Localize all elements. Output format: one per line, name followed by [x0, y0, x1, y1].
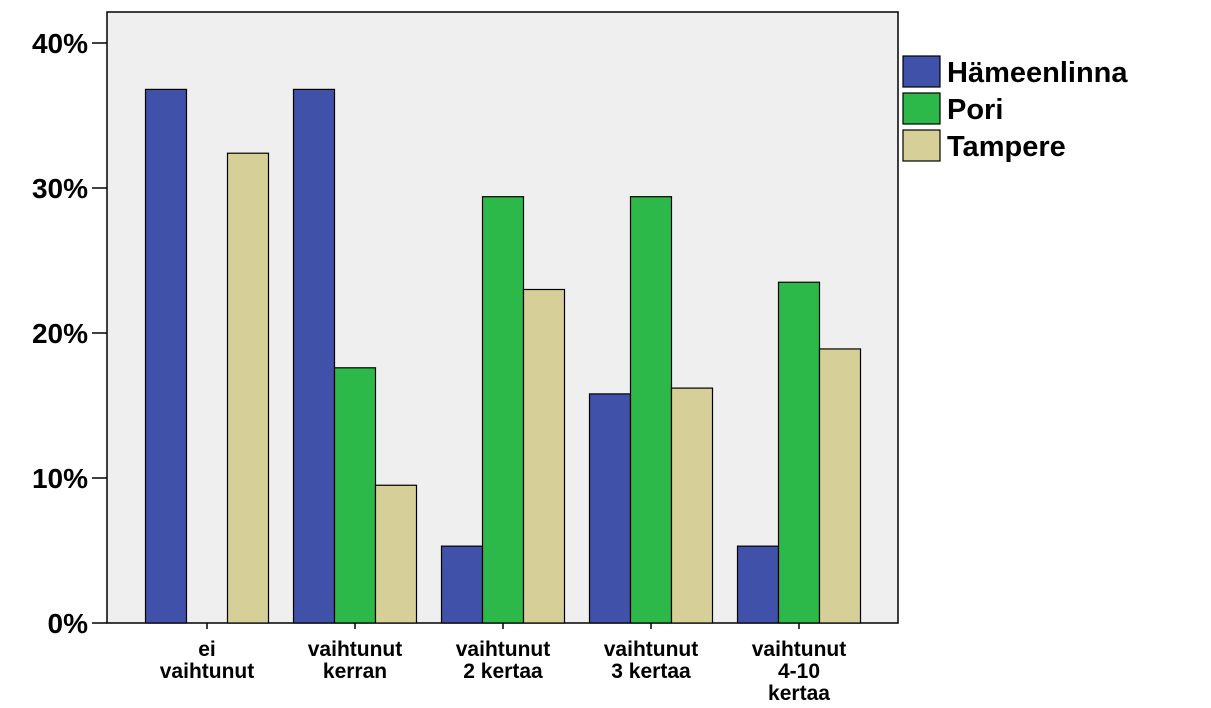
y-tick-label: 0%	[48, 608, 89, 639]
bar-h-meenlinna	[588, 393, 632, 624]
bar-tampere	[226, 152, 270, 624]
bar-h-meenlinna	[292, 88, 336, 624]
y-tick-label: 40%	[32, 28, 88, 59]
x-tick-label: ei	[198, 638, 216, 661]
bar-pori	[777, 281, 821, 624]
bar-tampere	[374, 484, 418, 624]
x-tick-label: 3 kertaa	[611, 660, 691, 683]
y-tick-label: 30%	[32, 173, 88, 204]
x-tick-label: vaihtunut	[160, 660, 255, 683]
bar-pori	[333, 367, 377, 624]
bar-h-meenlinna	[440, 545, 484, 624]
x-tick-label: kerran	[323, 660, 387, 683]
legend: Hämeenlinna Pori Tampere	[902, 55, 1128, 163]
x-tick-label: vaihtunut	[456, 638, 551, 661]
x-tick-label: vaihtunut	[604, 638, 699, 661]
bar-tampere	[670, 387, 714, 624]
legend-label: Hämeenlinna	[947, 57, 1128, 89]
x-tick-label: kertaa	[768, 682, 830, 705]
legend-label: Tampere	[947, 131, 1066, 163]
bar-h-meenlinna	[736, 545, 780, 624]
bars	[144, 88, 862, 624]
legend-swatch	[902, 92, 941, 125]
legend-swatch	[902, 55, 941, 88]
x-tick-label: 2 kertaa	[463, 660, 543, 683]
bar-pori	[629, 196, 673, 624]
y-axis: 0% 10% 20% 30% 40%	[32, 28, 107, 639]
bar-tampere	[522, 288, 566, 624]
x-tick-label: vaihtunut	[308, 638, 403, 661]
y-tick-label: 10%	[32, 463, 88, 494]
x-tick-label: vaihtunut	[752, 638, 847, 661]
legend-label: Pori	[947, 94, 1003, 126]
bar-pori	[481, 196, 525, 624]
legend-swatch	[902, 129, 941, 162]
bar-h-meenlinna	[144, 88, 188, 624]
y-tick-label: 20%	[32, 318, 88, 349]
bar-tampere	[818, 348, 862, 624]
x-tick-label: 4-10	[778, 660, 820, 683]
